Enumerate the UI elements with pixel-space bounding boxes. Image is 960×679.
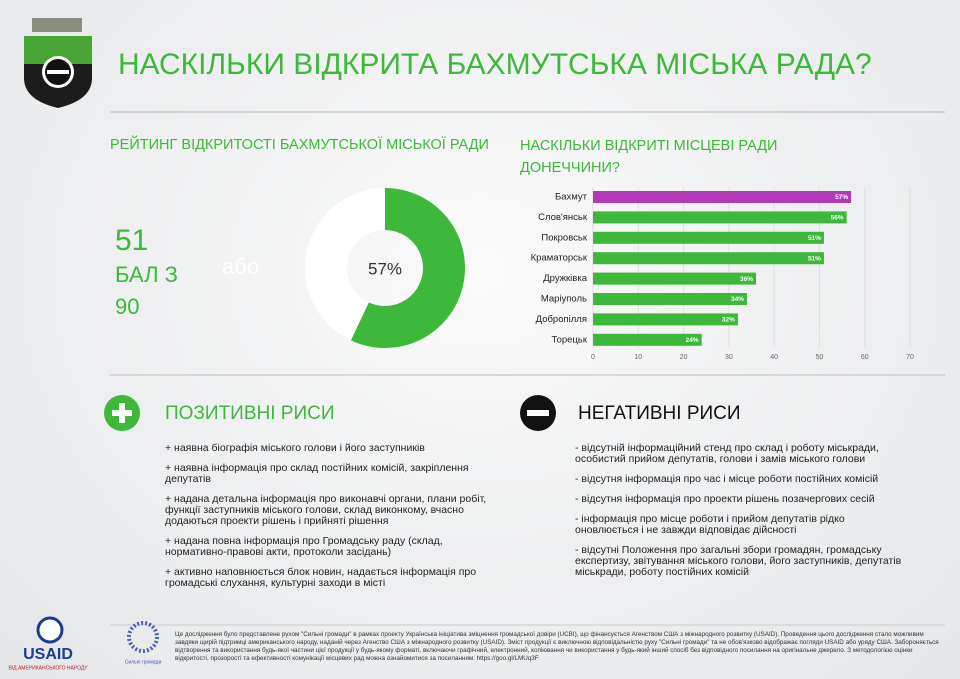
positives-title: ПОЗИТИВНІ РИСИ [165, 403, 335, 424]
value-label: 57% [835, 194, 848, 201]
list-item: + активно наповнюється блок новин, надає… [165, 566, 477, 589]
footer-text: Це дослідження було представлене рухом "… [175, 631, 939, 662]
score-value: 51 [115, 224, 148, 257]
logo-text: ВІД АМЕРИКАНСЬКОГО НАРОДУ [8, 665, 88, 671]
x-tick-label: 70 [906, 354, 914, 361]
x-tick-label: 50 [816, 354, 824, 361]
value-label: 24% [686, 337, 699, 344]
bar [593, 333, 702, 346]
list-item: - інформація про місце роботи і прийом д… [575, 513, 845, 536]
page-title: НАСКІЛЬКИ ВІДКРИТА БАХМУТСЬКА МІСЬКА РАД… [118, 48, 872, 81]
x-tick-label: 10 [634, 354, 642, 361]
chart-title: РЕЙТИНГ ВІДКРИТОСТІ БАХМУТСЬКОЇ МІСЬКОЇ … [110, 135, 489, 153]
list-item: + наявна інформація про склад постійних … [165, 462, 469, 485]
x-tick-label: 30 [725, 354, 733, 361]
plus-icon [104, 395, 140, 431]
negatives-title: НЕГАТИВНІ РИСИ [578, 403, 741, 424]
x-tick-label: 20 [680, 354, 688, 361]
value-label: 34% [731, 296, 744, 303]
chart-title: НАСКІЛЬКИ ВІДКРИТІ МІСЦЕВІ РАДИ ДОНЕЧЧИН… [520, 138, 778, 176]
value-label: 51% [808, 235, 821, 242]
bar [593, 293, 747, 305]
list-item: - відсутні Положення про загальні збори … [575, 544, 902, 578]
x-tick-label: 0 [591, 354, 595, 361]
x-tick-label: 40 [770, 354, 778, 361]
score-label: БАЛ З [115, 262, 178, 287]
category-label: Бахмут [555, 192, 588, 203]
category-label: Маріуполь [541, 294, 587, 305]
category-label: Торецьк [552, 334, 588, 345]
bar [593, 272, 757, 285]
list-item: + надана детальна інформація про виконав… [165, 493, 487, 527]
value-label: 36% [740, 276, 753, 283]
list-item: - відсутній інформаційний стенд про скла… [575, 442, 879, 465]
negatives-list: - відсутній інформаційний стенд про скла… [575, 443, 905, 587]
community-logo [127, 621, 159, 653]
bar [593, 252, 824, 265]
bar [593, 313, 738, 326]
bar-chart: 0 10 20 30 40 50 60 70 Бахмут 57% Слов'янськ 56% Пок… [531, 187, 914, 361]
category-label: Дружківка [543, 273, 588, 284]
usaid-logo [36, 616, 64, 644]
category-label: Краматорськ [531, 253, 588, 264]
minus-icon [520, 395, 556, 431]
value-label: 51% [808, 255, 821, 262]
value-label: 56% [831, 215, 844, 222]
bar [593, 191, 852, 203]
positives-list: + наявна біографія міського голови і йог… [165, 443, 495, 598]
or-label: або [222, 254, 259, 279]
list-item: + надана повна інформація про Громадську… [165, 535, 443, 558]
coat-of-arms [24, 18, 92, 108]
logo-text: Сильні громади [125, 659, 162, 665]
category-label: Слов'янськ [538, 212, 588, 223]
value-label: 57% [368, 259, 402, 278]
donut-chart: 57% [305, 188, 466, 348]
list-item: + наявна біографія міського голови і йог… [165, 442, 425, 454]
logo-text: USAID [23, 646, 73, 663]
list-item: - відсутня інформація про час і місце ро… [575, 473, 879, 485]
bar [593, 231, 824, 244]
category-label: Покровськ [541, 232, 587, 243]
bar [593, 211, 847, 224]
category-label: Добропілля [536, 314, 587, 325]
donut-slice [350, 188, 466, 348]
x-tick-label: 60 [861, 354, 869, 361]
list-item: - відсутня інформація про проекти рішень… [575, 493, 875, 505]
score-max: 90 [115, 294, 139, 319]
value-label: 32% [722, 317, 735, 324]
